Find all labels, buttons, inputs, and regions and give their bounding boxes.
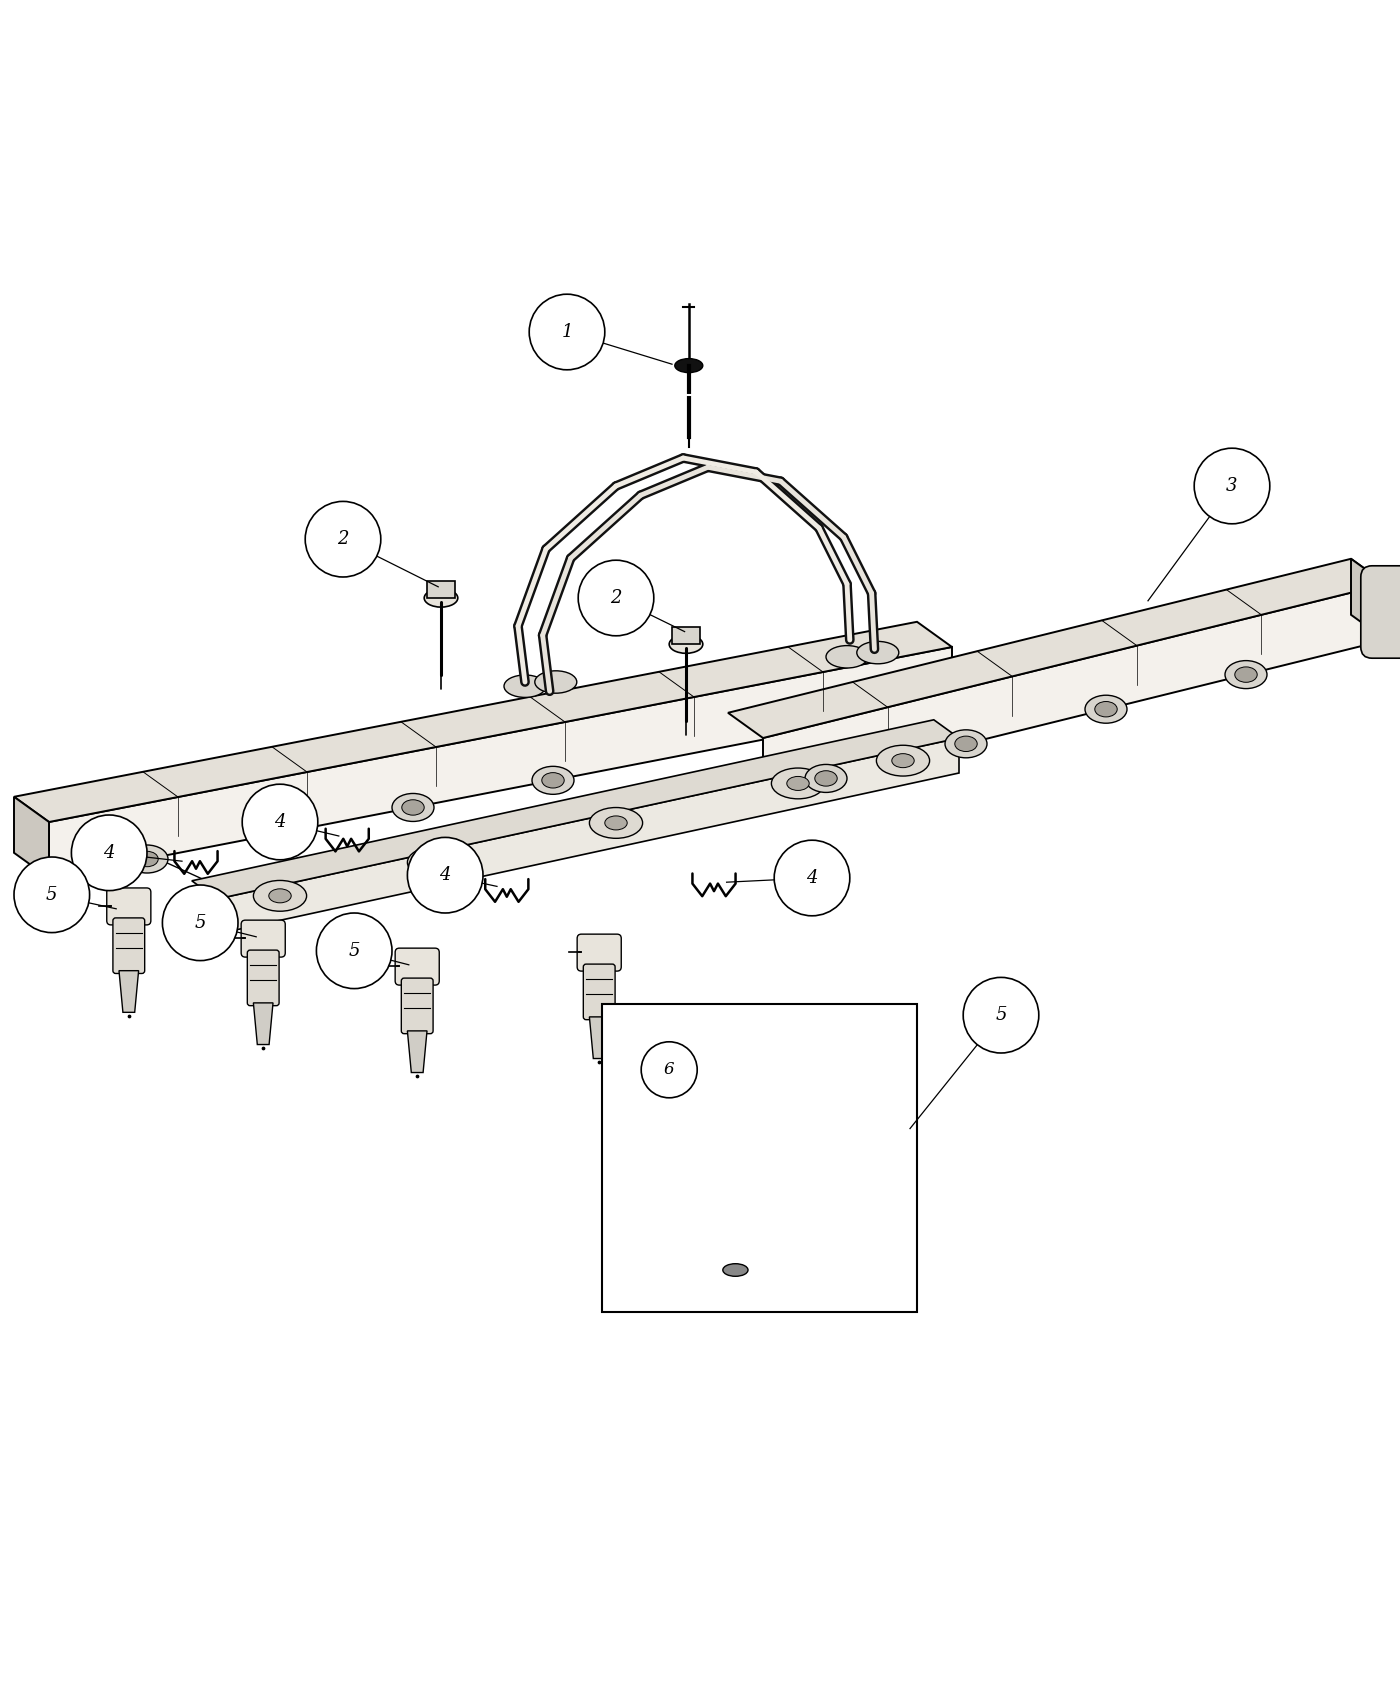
Text: 4: 4	[104, 843, 115, 862]
Polygon shape	[253, 1003, 273, 1044]
Ellipse shape	[136, 852, 158, 867]
Polygon shape	[728, 559, 1386, 738]
Polygon shape	[672, 627, 700, 644]
Circle shape	[578, 561, 654, 636]
FancyBboxPatch shape	[402, 977, 433, 1034]
Ellipse shape	[407, 847, 461, 877]
Circle shape	[14, 857, 90, 933]
Polygon shape	[427, 581, 455, 598]
Circle shape	[71, 814, 147, 891]
Circle shape	[242, 784, 318, 860]
Text: 4: 4	[806, 869, 818, 887]
Polygon shape	[14, 797, 49, 877]
Polygon shape	[14, 622, 952, 823]
Ellipse shape	[669, 636, 703, 653]
Ellipse shape	[402, 799, 424, 816]
Text: 5: 5	[349, 942, 360, 960]
Ellipse shape	[945, 729, 987, 758]
Ellipse shape	[892, 753, 914, 768]
Ellipse shape	[532, 767, 574, 794]
Text: 2: 2	[610, 588, 622, 607]
Ellipse shape	[423, 855, 445, 869]
Circle shape	[774, 840, 850, 916]
Ellipse shape	[722, 1263, 748, 1277]
Text: 4: 4	[440, 867, 451, 884]
FancyBboxPatch shape	[701, 1032, 769, 1088]
Circle shape	[641, 1042, 697, 1098]
Polygon shape	[720, 1166, 752, 1234]
Ellipse shape	[787, 777, 809, 790]
FancyBboxPatch shape	[248, 950, 279, 1006]
Polygon shape	[589, 1017, 609, 1059]
Text: 4: 4	[274, 813, 286, 831]
FancyBboxPatch shape	[1361, 566, 1400, 658]
FancyBboxPatch shape	[584, 964, 615, 1020]
Circle shape	[162, 886, 238, 960]
Ellipse shape	[535, 672, 577, 694]
Text: 5: 5	[995, 1006, 1007, 1023]
Ellipse shape	[269, 889, 291, 903]
Ellipse shape	[826, 646, 868, 668]
Ellipse shape	[126, 845, 168, 874]
Polygon shape	[217, 738, 959, 933]
Ellipse shape	[857, 641, 899, 663]
Ellipse shape	[1225, 661, 1267, 689]
FancyBboxPatch shape	[602, 1005, 917, 1312]
Ellipse shape	[262, 826, 284, 842]
Ellipse shape	[589, 808, 643, 838]
FancyBboxPatch shape	[395, 949, 440, 984]
Ellipse shape	[253, 881, 307, 911]
Polygon shape	[763, 585, 1386, 794]
Ellipse shape	[805, 765, 847, 792]
FancyBboxPatch shape	[711, 1081, 760, 1168]
Circle shape	[963, 977, 1039, 1052]
Text: 3: 3	[1226, 478, 1238, 495]
Text: 5: 5	[195, 915, 206, 932]
Ellipse shape	[1085, 695, 1127, 722]
Text: 1: 1	[561, 323, 573, 342]
Ellipse shape	[504, 675, 546, 697]
FancyBboxPatch shape	[113, 918, 144, 974]
Circle shape	[316, 913, 392, 989]
Circle shape	[407, 838, 483, 913]
Polygon shape	[407, 1030, 427, 1073]
Ellipse shape	[771, 768, 825, 799]
Polygon shape	[192, 719, 959, 899]
Circle shape	[1194, 449, 1270, 524]
Ellipse shape	[876, 745, 930, 777]
Ellipse shape	[675, 359, 703, 372]
Text: 2: 2	[337, 530, 349, 547]
Ellipse shape	[815, 770, 837, 785]
Ellipse shape	[1235, 666, 1257, 682]
Ellipse shape	[252, 821, 294, 848]
Text: 5: 5	[46, 886, 57, 904]
Ellipse shape	[392, 794, 434, 821]
Ellipse shape	[424, 588, 458, 607]
FancyBboxPatch shape	[106, 887, 151, 925]
Polygon shape	[49, 648, 952, 877]
FancyBboxPatch shape	[241, 920, 286, 957]
Polygon shape	[1351, 559, 1386, 639]
FancyBboxPatch shape	[577, 933, 622, 971]
Polygon shape	[119, 971, 139, 1012]
Circle shape	[529, 294, 605, 371]
Ellipse shape	[542, 772, 564, 789]
Ellipse shape	[1095, 702, 1117, 717]
Circle shape	[305, 502, 381, 576]
Ellipse shape	[955, 736, 977, 751]
Text: 6: 6	[664, 1061, 675, 1078]
Ellipse shape	[605, 816, 627, 830]
